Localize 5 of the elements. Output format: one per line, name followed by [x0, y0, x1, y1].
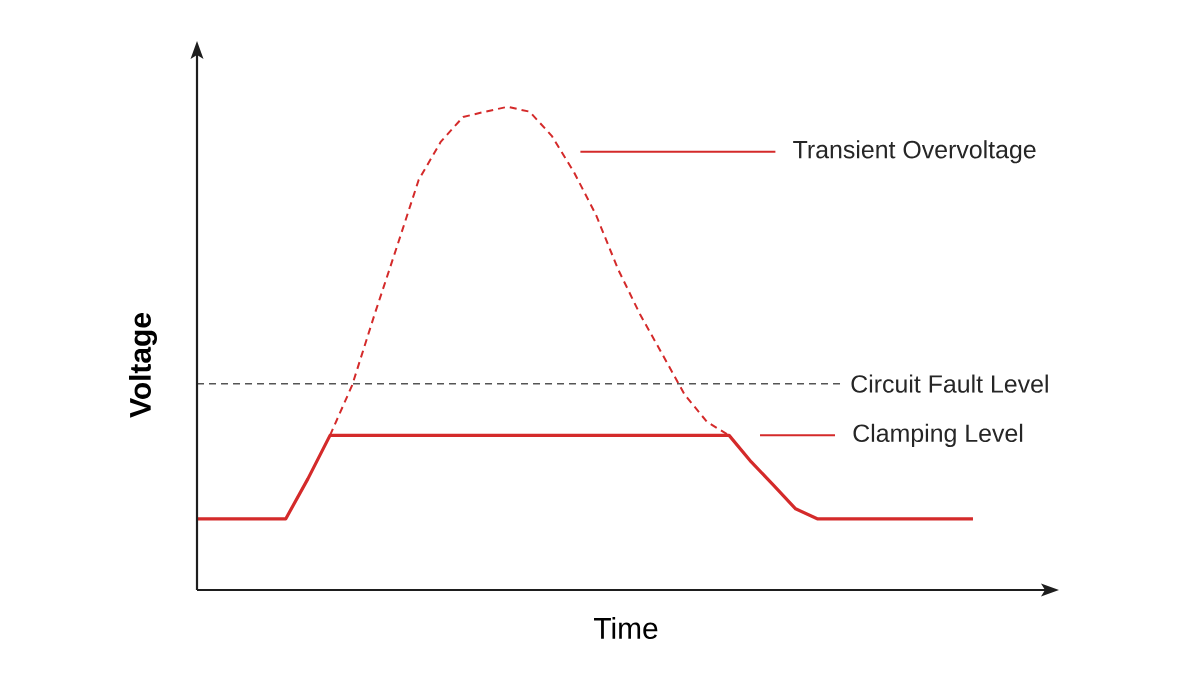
- x-axis-title: Time: [594, 617, 658, 639]
- y-axis-title: Voltage: [129, 313, 157, 418]
- text: Transient Overvoltage: [793, 140, 1036, 164]
- ref-line-label: Circuit Fault Level: [851, 374, 1048, 393]
- legend-label: Clamping Level: [853, 423, 1023, 447]
